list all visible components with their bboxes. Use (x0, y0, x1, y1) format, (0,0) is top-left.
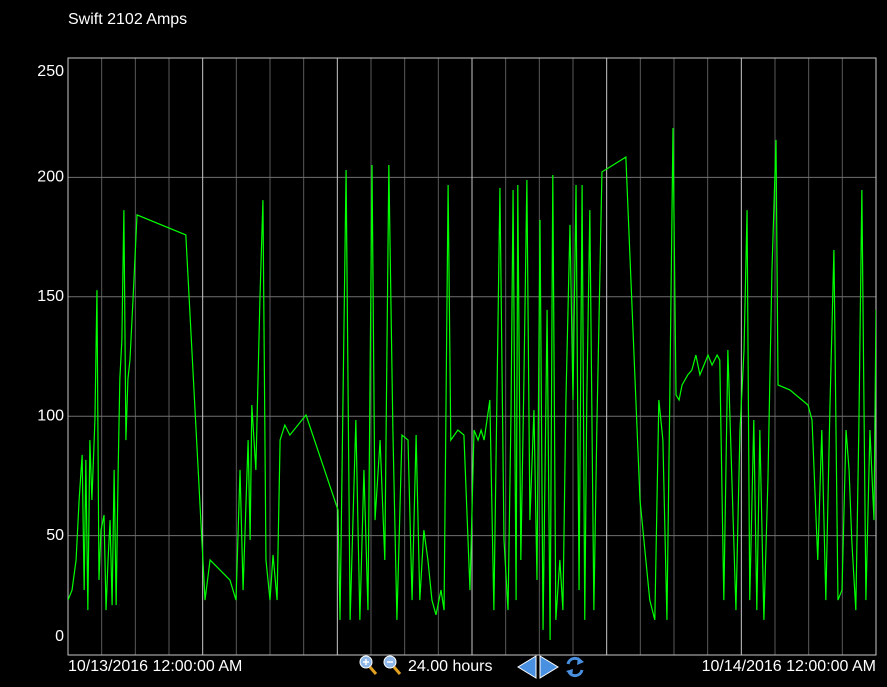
chart-title: Swift 2102 Amps (68, 11, 187, 28)
data-line (68, 127, 876, 640)
x-tick-label: 10/13/2016 12:00:00 AM (68, 658, 242, 675)
y-tick-label: 150 (37, 288, 64, 305)
x-tick-label: 10/14/2016 12:00:00 AM (702, 658, 876, 675)
y-tick-label: 250 (37, 63, 64, 80)
next-button[interactable] (539, 655, 559, 679)
refresh-button[interactable] (566, 656, 584, 678)
y-tick-label: 100 (37, 407, 64, 424)
y-tick-label: 0 (55, 628, 64, 645)
y-tick-label: 200 (37, 169, 64, 186)
y-tick-label: 50 (46, 527, 64, 544)
previous-button[interactable] (517, 655, 537, 679)
zoom-in-button[interactable] (359, 655, 378, 675)
time-span-label: 24.00 hours (408, 658, 493, 675)
zoom-out-button[interactable] (383, 655, 402, 675)
toolbar: 24.00 hours (359, 655, 584, 679)
